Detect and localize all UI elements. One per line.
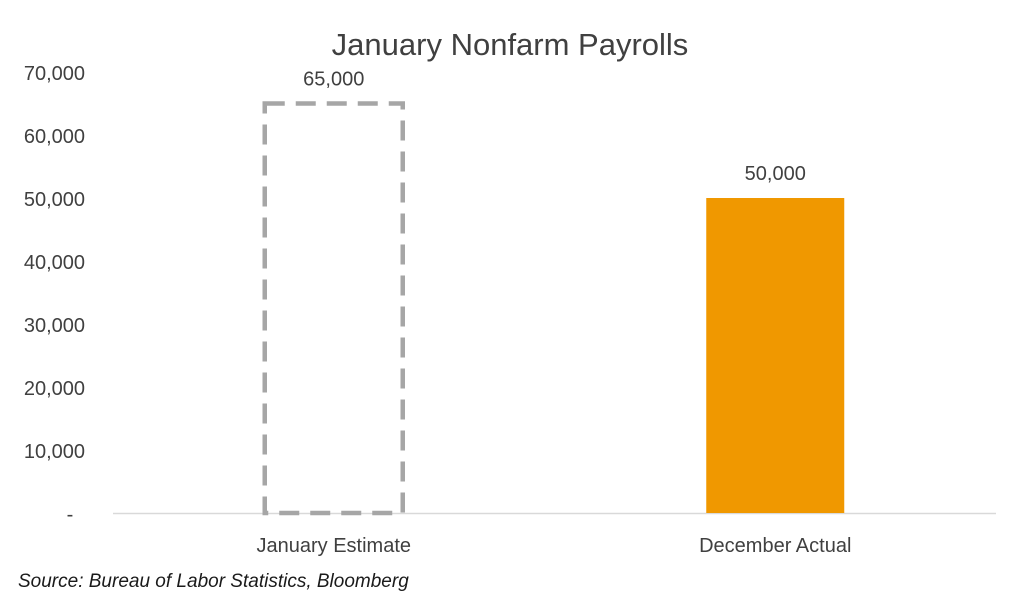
- chart-title: January Nonfarm Payrolls: [332, 27, 689, 62]
- y-tick-label: -: [67, 504, 74, 526]
- y-tick-label: 60,000: [24, 126, 85, 148]
- y-tick-label: 30,000: [24, 315, 85, 337]
- bars: [262, 101, 845, 516]
- data-labels: 65,000 50,000: [303, 69, 806, 186]
- y-tick-label: 70,000: [24, 63, 85, 85]
- y-tick-label: 20,000: [24, 378, 85, 400]
- bar-january-estimate: [262, 101, 405, 516]
- bar-value-label: 50,000: [745, 163, 806, 185]
- y-tick-label: 10,000: [24, 441, 85, 463]
- bar-value-label: 65,000: [303, 69, 364, 91]
- x-category-label: January Estimate: [256, 535, 411, 557]
- source-note: Source: Bureau of Labor Statistics, Bloo…: [18, 571, 409, 592]
- x-category-label: December Actual: [699, 535, 851, 557]
- bar-december-actual: [706, 198, 845, 513]
- y-tick-label: 40,000: [24, 252, 85, 274]
- x-axis: January Estimate December Actual: [256, 535, 851, 557]
- y-tick-label: 50,000: [24, 189, 85, 211]
- y-axis: - 10,000 20,000 30,000 40,000 50,000 60,000 70,…: [24, 63, 85, 526]
